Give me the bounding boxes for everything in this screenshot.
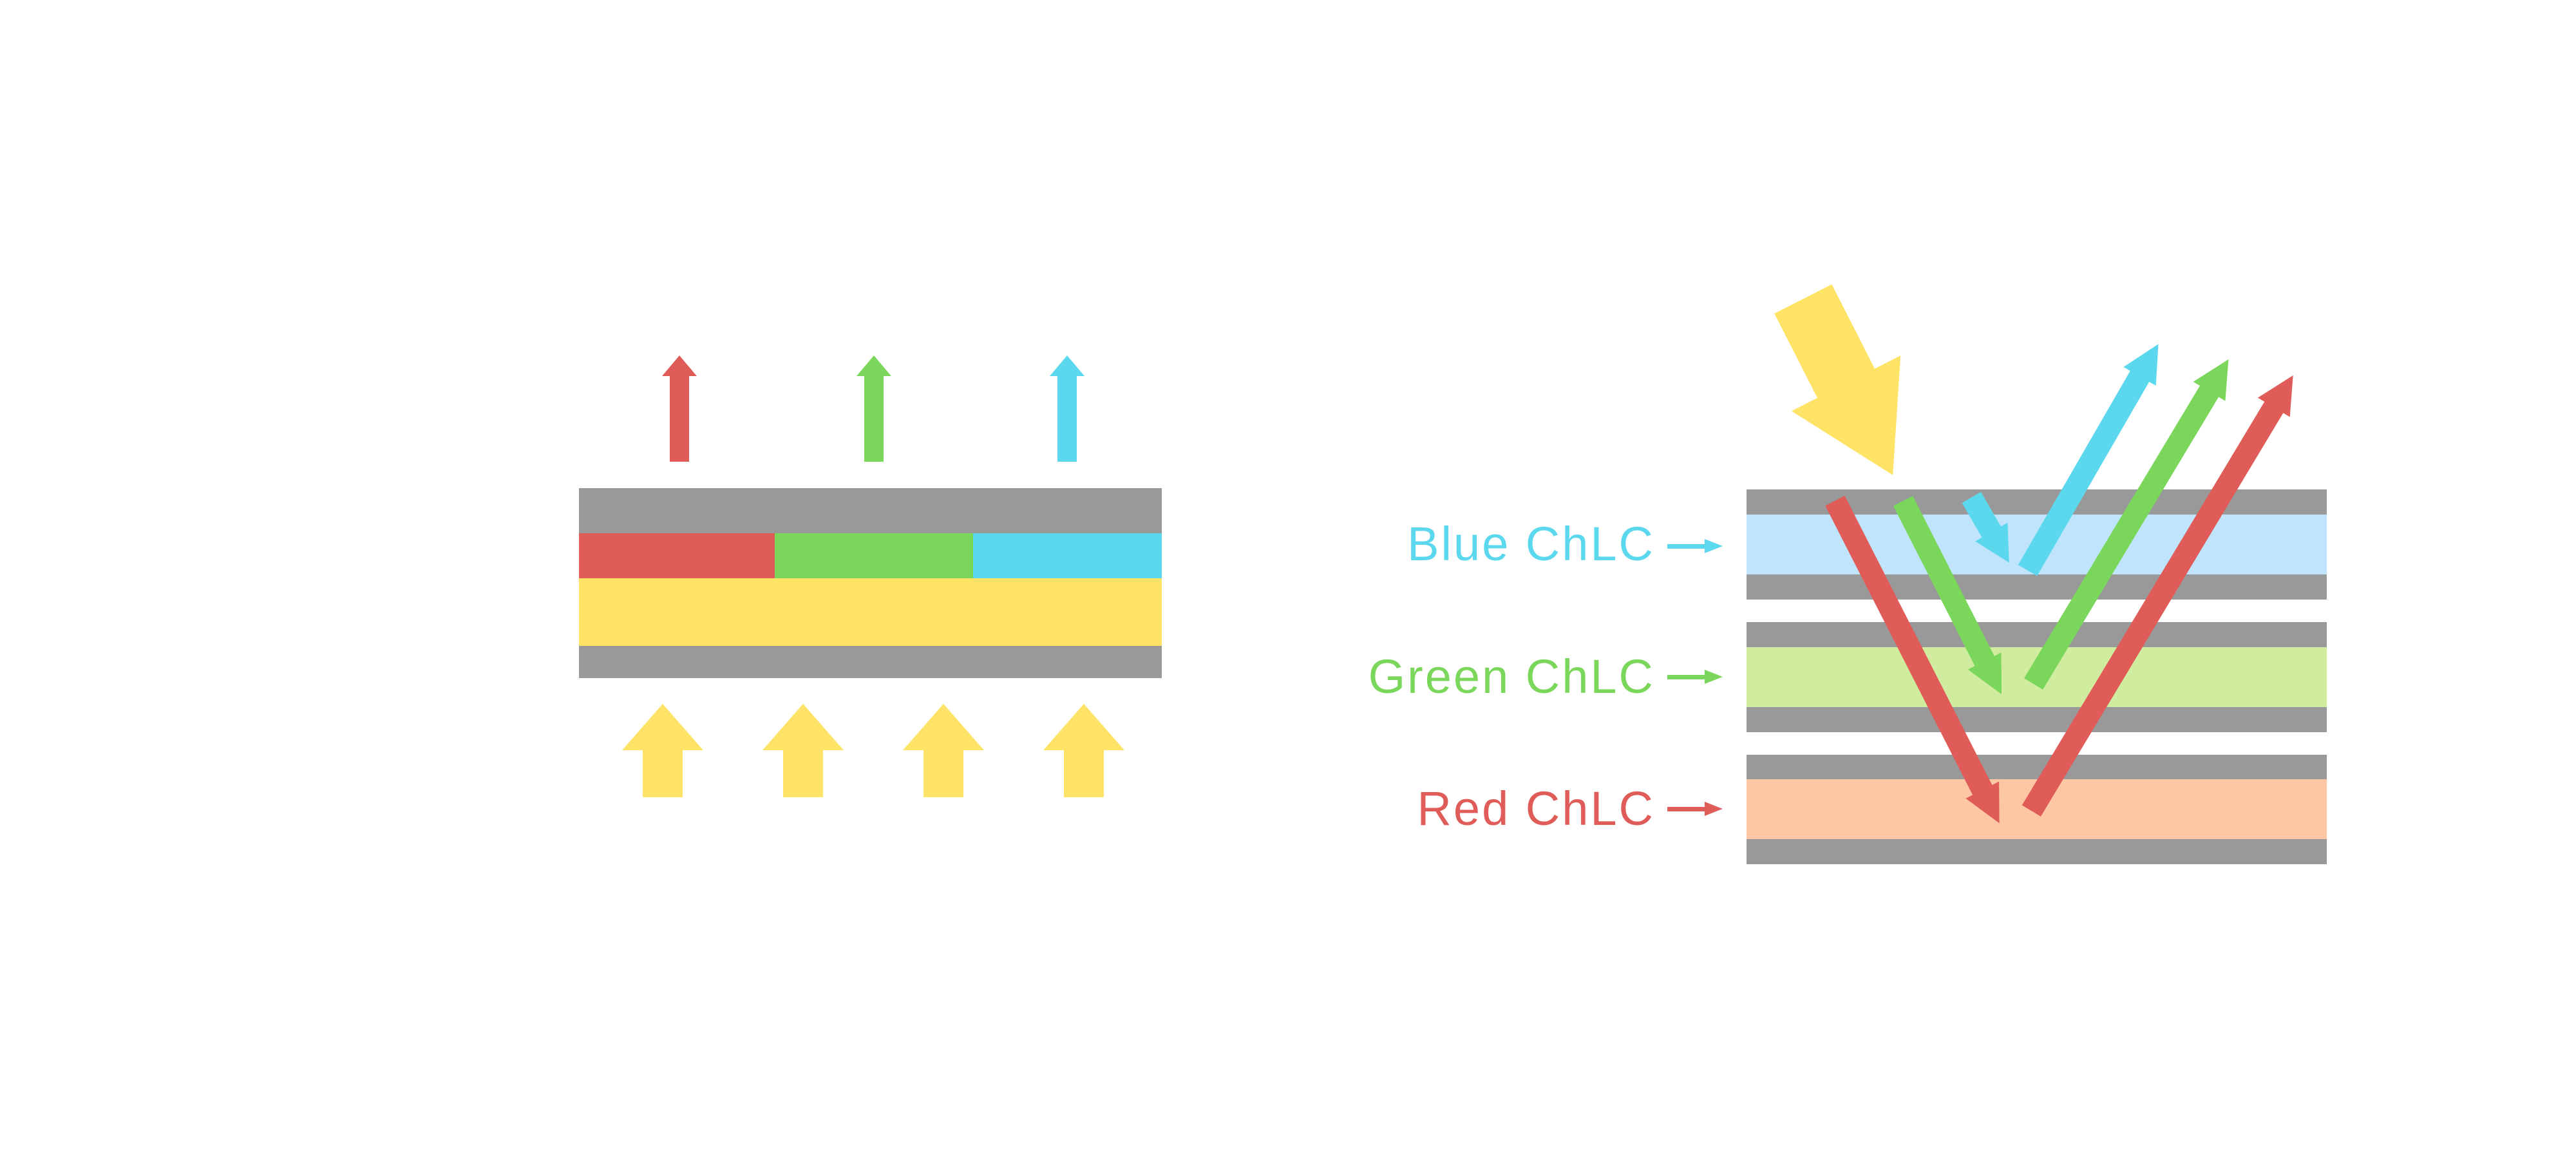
arrow-shaft: [783, 747, 823, 797]
arrow-shaft: [923, 747, 963, 797]
blue-label-pointer-arrow-icon: [1667, 538, 1723, 554]
green-chlc-label: Green ChLC: [1368, 650, 1655, 703]
substrate-layer-2: [1747, 574, 2327, 600]
arrow-head: [857, 354, 891, 376]
arrow-head: [762, 702, 844, 750]
arrow-head: [1705, 802, 1725, 816]
arrow-head: [1705, 670, 1725, 684]
substrate-layer-3: [1747, 622, 2327, 647]
arrow-shaft: [1667, 675, 1707, 679]
right-diagram: Blue ChLC Green ChLC Red ChLC: [1288, 0, 2576, 1154]
green-label-pointer-arrow-icon: [1667, 669, 1723, 685]
arrow-shaft: [1667, 807, 1707, 811]
substrate-layer-4: [1747, 707, 2327, 732]
incident-light-arrow-icon: [1748, 271, 1949, 505]
top-substrate-layer: [579, 488, 1162, 533]
arrow-shaft: [1057, 373, 1077, 462]
red-filter-segment: [579, 533, 775, 578]
backlight-arrow-icon-2: [762, 702, 844, 797]
arrow-head: [1043, 702, 1124, 750]
arrow-head: [622, 702, 703, 750]
left-diagram: [579, 354, 1162, 797]
substrate-layer-5: [1747, 755, 2327, 779]
arrow-shaft: [643, 747, 683, 797]
emitted-cyan-arrow-icon: [1050, 354, 1084, 462]
backlight-arrow-icon-3: [903, 702, 984, 797]
red-chlc-label: Red ChLC: [1417, 782, 1655, 835]
cyan-filter-segment: [973, 533, 1162, 578]
arrow-head: [903, 702, 984, 750]
blue-chlc-label: Blue ChLC: [1407, 517, 1655, 571]
backlight-layer: [579, 578, 1162, 646]
emitted-green-arrow-icon: [857, 354, 891, 462]
arrow-shaft: [1667, 544, 1707, 549]
substrate-layer-6: [1747, 839, 2327, 864]
arrow-head: [662, 354, 697, 376]
bottom-substrate-layer: [579, 646, 1162, 678]
arrow-head: [1050, 354, 1084, 376]
arrow-shaft: [864, 373, 884, 462]
green-filter-segment: [775, 533, 973, 578]
red-label-pointer-arrow-icon: [1667, 801, 1723, 817]
arrow-shaft: [670, 373, 689, 462]
backlight-arrow-icon-4: [1043, 702, 1124, 797]
emitted-red-arrow-icon: [662, 354, 697, 462]
backlight-arrow-icon-1: [622, 702, 703, 797]
arrow-head: [1705, 539, 1725, 553]
arrow-shaft: [1064, 747, 1104, 797]
